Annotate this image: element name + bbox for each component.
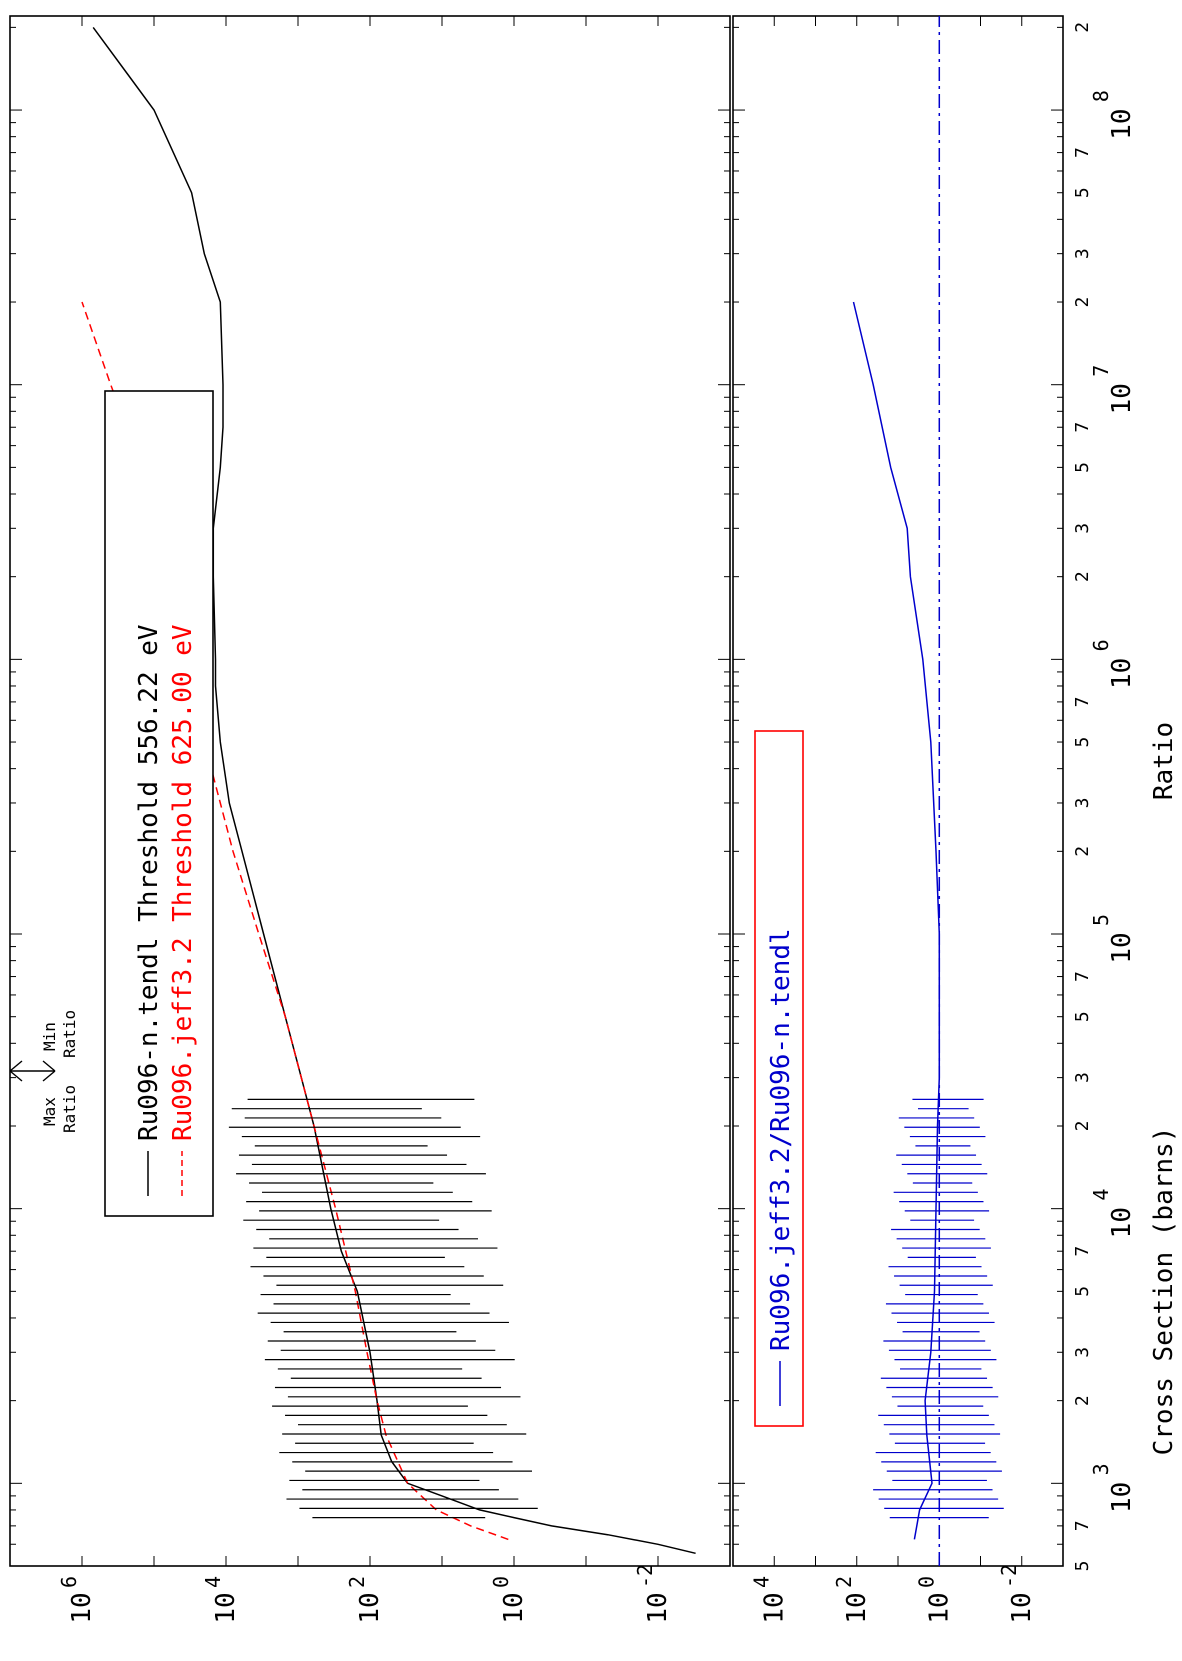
axis-ticks [9,16,1064,1567]
energy-minor-label: 5 [1072,1561,1093,1572]
legend-jeff-label: Ru096.jeff3.2 Threshold 625.00 eV [168,624,198,1141]
energy-minor-label: 5 [1072,1286,1093,1297]
ratio-axis-labels: 10 -2 10 0 10 2 10 4 [749,1564,1037,1624]
energy-decade-exponent: 8 [1089,90,1113,102]
energy-decade-label: 10 [1107,1482,1137,1513]
cross-section-tick-label: 10 [499,1592,529,1623]
energy-decade-label: 10 [1107,932,1137,963]
ratio-marker-arrow-up2 [9,1060,23,1072]
energy-minor-label: 2 [1072,846,1093,857]
ratio-marker-arrow-down2 [42,1060,56,1072]
max-ratio-label: MaxRatio [40,1085,79,1133]
energy-decade-exponent: 7 [1089,365,1113,377]
bottom-legend-box [754,730,804,1427]
ratio-marker-arrow-up [9,1070,23,1082]
energy-decade-exponent: 5 [1089,914,1113,926]
jeff-series-line [81,301,509,1541]
energy-minor-label: 7 [1072,696,1093,707]
energy-minor-label: 7 [1072,1520,1093,1531]
ratio-tick-exponent: -2 [997,1564,1021,1588]
energy-decade-label: 10 [1107,1207,1137,1238]
bottom-legend: Ru096.jeff3.2/Ru096-n.tendl [754,730,804,1427]
cross-section-tick-exponent: 0 [489,1576,513,1588]
energy-minor-label: 3 [1072,523,1093,534]
cross-section-tick-label: 10 [355,1592,385,1623]
rotated-plot: 10 3 10 4 10 5 10 6 10 7 10 8 5 7 2 3 5 7 2 3 5 7 2 3 5 7 2 3 5 7 2 3 5 7… [9,15,1179,1624]
energy-decade-exponent: 3 [1089,1463,1113,1475]
ratio-tick-label: 10 [924,1592,954,1623]
energy-minor-label: 7 [1072,147,1093,158]
energy-minor-label: 2 [1072,1395,1093,1406]
ratio-tick-label: 10 [1007,1592,1037,1623]
legend-ratio-label: Ru096.jeff3.2/Ru096-n.tendl [766,928,796,1351]
energy-minor-label: 7 [1072,422,1093,433]
ratio-tick-exponent: 0 [914,1576,938,1588]
energy-minor-label: 3 [1072,798,1093,809]
energy-minor-label: 2 [1072,1121,1093,1132]
energy-minor-label: 5 [1072,1011,1093,1022]
min-ratio-label: MinRatio [40,1010,79,1058]
energy-decade-label: 10 [1107,108,1137,139]
energy-minor-label: 2 [1072,297,1093,308]
ratio-tick-exponent: 4 [749,1576,773,1588]
energy-decade-exponent: 6 [1089,639,1113,651]
energy-minor-label: 2 [1072,22,1093,33]
cross-section-tick-exponent: 2 [345,1576,369,1588]
top-legend-box [104,390,214,1217]
cross-section-tick-label: 10 [643,1592,673,1623]
cross-section-tick-exponent: 6 [57,1576,81,1588]
cross-section-tick-label: 10 [211,1592,241,1623]
energy-minor-label: 5 [1072,462,1093,473]
cross-section-axis-labels: 10 -2 10 0 10 2 10 4 10 6 [57,1564,673,1624]
top-series-group [81,26,696,1555]
energy-minor-label: 2 [1072,571,1093,582]
cross-section-tick-label: 10 [67,1592,97,1623]
energy-minor-label: 7 [1072,1246,1093,1257]
bottom-series-group [852,16,1004,1566]
legend-tendl-label: Ru096-n.tendl Threshold 556.22 eV [134,624,164,1141]
top-legend: Ru096-n.tendl Threshold 556.22 eV Ru096.… [104,390,214,1217]
ratio-tick-exponent: 2 [832,1576,856,1588]
ratio-tick-label: 10 [759,1592,789,1623]
energy-decade-label: 10 [1107,658,1137,689]
ratio-marker-arrow-down [42,1070,56,1082]
ratio-series-line [852,301,941,1540]
energy-minor-label: 3 [1072,1347,1093,1358]
cross-section-axis-title: Cross Section (barns) [1149,1127,1179,1456]
cross-section-tick-exponent: 4 [201,1576,225,1588]
cross-section-tick-exponent: -2 [633,1564,657,1588]
ratio-tick-label: 10 [842,1592,872,1623]
energy-axis-labels: 10 3 10 4 10 5 10 6 10 7 10 8 5 7 2 3 5 7 2 3 5 7 2 3 5 7 2 3 5 7 2 3 5 7… [1072,22,1137,1571]
ratio-axis-title: Ratio [1149,722,1179,800]
ratio-marker: MaxRatio MinRatio [9,1010,79,1133]
energy-minor-label: 5 [1072,187,1093,198]
energy-minor-label: 7 [1072,971,1093,982]
energy-minor-label: 3 [1072,248,1093,259]
energy-minor-label: 3 [1072,1072,1093,1083]
energy-decade-label: 10 [1107,383,1137,414]
tendl-series-line [92,26,696,1555]
energy-minor-label: 5 [1072,737,1093,748]
energy-decade-exponent: 4 [1089,1189,1113,1201]
